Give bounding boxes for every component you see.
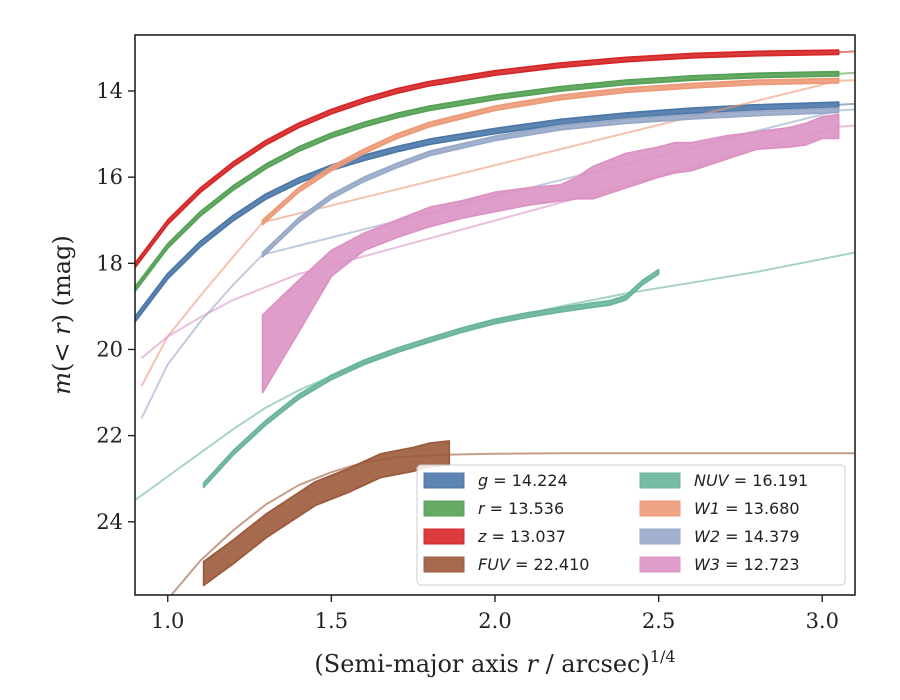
series-g-model-line bbox=[838, 102, 855, 106]
y-tick-label: 14 bbox=[96, 79, 123, 103]
legend-item-w2: W2 = 14.379 bbox=[639, 527, 800, 546]
legend-label: W3 = 12.723 bbox=[694, 555, 800, 574]
legend: g = 14.224 r = 13.536 z = 13.037 FUV = 22.4… bbox=[416, 464, 846, 586]
legend-swatch bbox=[423, 556, 465, 573]
legend-item-w1: W1 = 13.680 bbox=[639, 499, 800, 518]
series-nuv-band bbox=[202, 268, 660, 489]
x-tick-label: 3.0 bbox=[806, 609, 839, 633]
legend-swatch bbox=[639, 528, 681, 545]
series-r-band bbox=[135, 70, 840, 293]
series-r bbox=[135, 70, 855, 293]
series-w1-model-line bbox=[140, 79, 855, 387]
legend-swatch bbox=[639, 500, 681, 517]
legend-item-w3: W3 = 12.723 bbox=[639, 555, 800, 574]
legend-label: W2 = 14.379 bbox=[694, 527, 800, 546]
legend-swatch bbox=[639, 472, 681, 489]
x-tick-label: 2.0 bbox=[478, 609, 511, 633]
x-axis: 1.0 1.5 2.0 2.5 3.0 bbox=[151, 595, 839, 633]
series-z-band bbox=[135, 49, 840, 269]
series-w3-band bbox=[261, 113, 840, 394]
series-z bbox=[135, 49, 855, 269]
series-nuv-model-line bbox=[135, 251, 855, 502]
x-tick-label: 1.5 bbox=[315, 609, 348, 633]
legend-label: NUV = 16.191 bbox=[694, 471, 808, 490]
series-fuv-band bbox=[202, 440, 451, 587]
series-nuv bbox=[135, 251, 855, 502]
x-tick-label: 2.5 bbox=[642, 609, 675, 633]
legend-swatch bbox=[423, 472, 465, 489]
legend-label: g = 14.224 bbox=[478, 471, 568, 490]
y-tick-label: 24 bbox=[96, 510, 123, 534]
series-w1 bbox=[140, 77, 855, 387]
series-w2 bbox=[140, 107, 855, 419]
y-axis-label: m(< r) (mag) bbox=[48, 235, 76, 395]
x-tick-label: 1.0 bbox=[151, 609, 184, 633]
plot-series bbox=[135, 49, 855, 595]
series-w1-band bbox=[261, 77, 840, 226]
legend-swatch bbox=[423, 528, 465, 545]
y-tick-label: 16 bbox=[96, 165, 123, 189]
x-axis-label: (Semi-major axis r / arcsec)1/4 bbox=[314, 647, 675, 678]
series-w2-band bbox=[261, 107, 840, 258]
legend-item-nuv: NUV = 16.191 bbox=[639, 471, 808, 490]
y-tick-label: 20 bbox=[96, 337, 123, 361]
series-w3 bbox=[140, 113, 855, 394]
legend-item-g: g = 14.224 bbox=[423, 471, 568, 490]
y-axis: 14 16 18 20 22 24 bbox=[96, 79, 135, 534]
legend-item-r: r = 13.536 bbox=[423, 499, 564, 518]
legend-item-fuv: FUV = 22.410 bbox=[423, 555, 589, 574]
legend-item-z: z = 13.037 bbox=[423, 527, 566, 546]
y-tick-label: 22 bbox=[96, 424, 123, 448]
legend-box bbox=[416, 464, 846, 586]
legend-swatch bbox=[423, 500, 465, 517]
legend-label: z = 13.037 bbox=[477, 527, 566, 546]
y-tick-label: 18 bbox=[96, 251, 123, 275]
legend-swatch bbox=[639, 556, 681, 573]
legend-label: FUV = 22.410 bbox=[478, 555, 589, 574]
series-z-model-line bbox=[838, 50, 855, 54]
series-r-model-line bbox=[838, 71, 855, 75]
legend-label: W1 = 13.680 bbox=[694, 499, 800, 518]
legend-label: r = 13.536 bbox=[478, 499, 564, 518]
